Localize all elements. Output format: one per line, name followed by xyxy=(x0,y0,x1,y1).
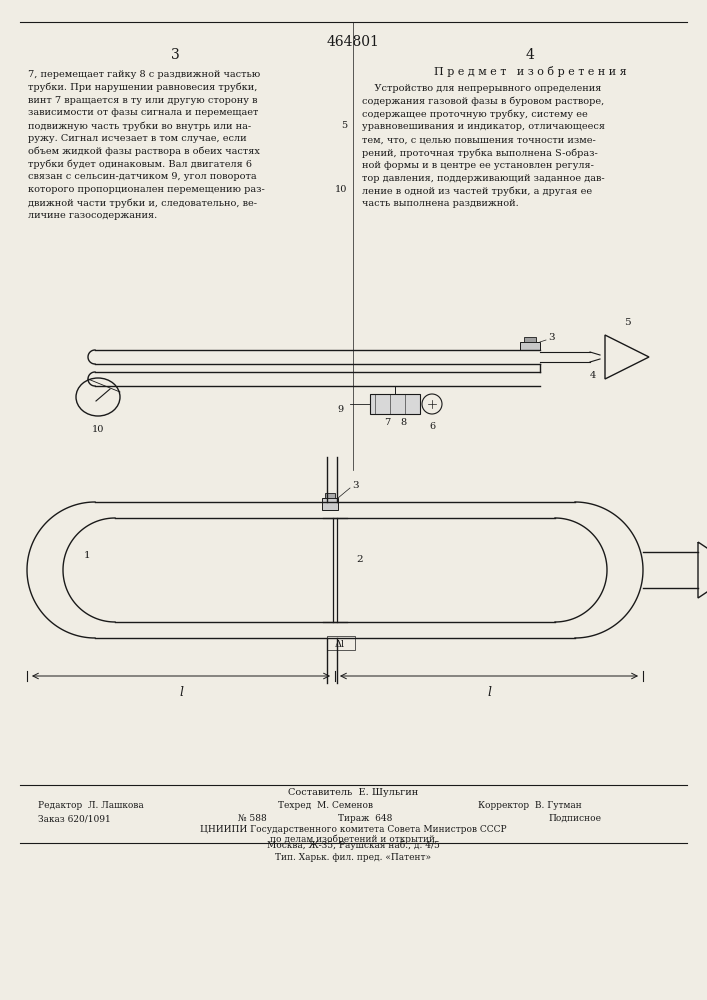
Text: Корректор  В. Гутман: Корректор В. Гутман xyxy=(478,801,582,810)
Bar xyxy=(325,493,335,498)
Text: Москва, Ж-35, Раушская наб., д. 4/5: Москва, Ж-35, Раушская наб., д. 4/5 xyxy=(267,841,440,850)
Text: ной формы и в центре ее установлен регуля-: ной формы и в центре ее установлен регул… xyxy=(362,161,594,170)
Text: 9: 9 xyxy=(337,404,343,414)
Bar xyxy=(370,394,420,414)
Text: 1: 1 xyxy=(83,550,90,560)
Text: 4: 4 xyxy=(590,371,596,380)
Text: рений, проточная трубка выполнена S-образ-: рений, проточная трубка выполнена S-обра… xyxy=(362,148,597,157)
Text: 7, перемещает гайку 8 с раздвижной частью: 7, перемещает гайку 8 с раздвижной часть… xyxy=(28,70,260,79)
Text: 10: 10 xyxy=(334,185,347,194)
Text: трубки будет одинаковым. Вал двигателя 6: трубки будет одинаковым. Вал двигателя 6 xyxy=(28,160,252,169)
Text: 464801: 464801 xyxy=(327,35,380,49)
Text: 3: 3 xyxy=(170,48,180,62)
Text: 5: 5 xyxy=(341,121,347,130)
Text: подвижную часть трубки во внутрь или на-: подвижную часть трубки во внутрь или на- xyxy=(28,121,251,131)
Text: объем жидкой фазы раствора в обеих частях: объем жидкой фазы раствора в обеих частя… xyxy=(28,147,260,156)
Text: Техред  М. Семенов: Техред М. Семенов xyxy=(278,801,373,810)
Text: l: l xyxy=(179,686,183,699)
Text: личине газосодержания.: личине газосодержания. xyxy=(28,211,157,220)
Text: зависимости от фазы сигнала и перемещает: зависимости от фазы сигнала и перемещает xyxy=(28,108,258,117)
Text: 4: 4 xyxy=(525,48,534,62)
Text: Устройство для непрерывного определения: Устройство для непрерывного определения xyxy=(362,84,602,93)
Text: Заказ 620/1091: Заказ 620/1091 xyxy=(38,814,111,823)
Text: Δl: Δl xyxy=(335,640,345,649)
Text: винт 7 вращается в ту или другую сторону в: винт 7 вращается в ту или другую сторону… xyxy=(28,96,257,105)
Text: 10: 10 xyxy=(92,425,104,434)
Text: содержания газовой фазы в буровом растворе,: содержания газовой фазы в буровом раство… xyxy=(362,97,604,106)
Text: движной части трубки и, следовательно, ве-: движной части трубки и, следовательно, в… xyxy=(28,198,257,208)
Text: тор давления, поддерживающий заданное дав-: тор давления, поддерживающий заданное да… xyxy=(362,174,604,183)
Text: трубки. При нарушении равновесия трубки,: трубки. При нарушении равновесия трубки, xyxy=(28,83,257,92)
Text: № 588: № 588 xyxy=(238,814,267,823)
Text: Редактор  Л. Лашкова: Редактор Л. Лашкова xyxy=(38,801,144,810)
Text: Тираж  648: Тираж 648 xyxy=(338,814,392,823)
Text: Составитель  Е. Шульгин: Составитель Е. Шульгин xyxy=(288,788,418,797)
Text: 3: 3 xyxy=(352,481,358,489)
Bar xyxy=(322,498,338,510)
Bar xyxy=(524,337,536,342)
Text: тем, что, с целью повышения точности изме-: тем, что, с целью повышения точности изм… xyxy=(362,135,596,144)
Text: ружу. Сигнал исчезает в том случае, если: ружу. Сигнал исчезает в том случае, если xyxy=(28,134,247,143)
Bar xyxy=(520,342,540,350)
Text: которого пропорционален перемещению раз-: которого пропорционален перемещению раз- xyxy=(28,185,264,194)
Text: ЦНИИПИ Государственного комитета Совета Министров СССР: ЦНИИПИ Государственного комитета Совета … xyxy=(199,825,506,834)
Text: 6: 6 xyxy=(429,422,435,431)
Text: связан с сельсин-датчиком 9, угол поворота: связан с сельсин-датчиком 9, угол поворо… xyxy=(28,172,257,181)
Text: часть выполнена раздвижной.: часть выполнена раздвижной. xyxy=(362,199,519,208)
Text: уравновешивания и индикатор, отличающееся: уравновешивания и индикатор, отличающеес… xyxy=(362,122,605,131)
Text: Тип. Харьк. фил. пред. «Патент»: Тип. Харьк. фил. пред. «Патент» xyxy=(275,853,431,862)
Text: П р е д м е т   и з о б р е т е н и я: П р е д м е т и з о б р е т е н и я xyxy=(433,66,626,77)
Text: 5: 5 xyxy=(624,318,631,327)
Text: 8: 8 xyxy=(400,418,406,427)
Text: по делам изобретений и открытий: по делам изобретений и открытий xyxy=(271,835,436,844)
Bar xyxy=(327,636,355,650)
Text: ление в одной из частей трубки, а другая ее: ление в одной из частей трубки, а другая… xyxy=(362,186,592,196)
Text: 2: 2 xyxy=(357,556,363,564)
Text: Подписное: Подписное xyxy=(548,814,601,823)
Text: l: l xyxy=(487,686,491,699)
Text: 3: 3 xyxy=(548,334,554,342)
Text: 7: 7 xyxy=(384,418,390,427)
Text: содержащее проточную трубку, систему ее: содержащее проточную трубку, систему ее xyxy=(362,110,588,119)
